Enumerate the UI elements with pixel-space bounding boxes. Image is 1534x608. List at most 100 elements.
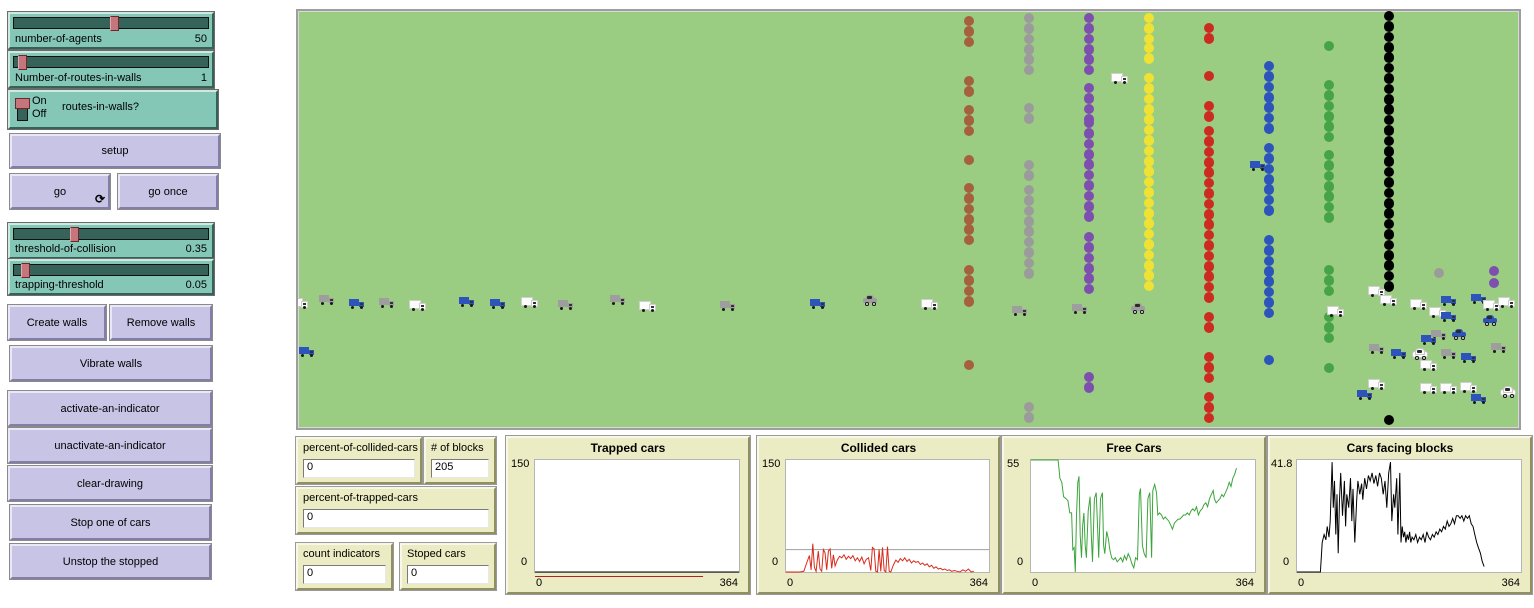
wall-dot [1083,201,1095,212]
slider-handle[interactable] [17,55,27,70]
wall-dot [1323,170,1335,182]
activate-an-indicator-button[interactable]: activate-an-indicator [8,391,212,426]
plot-title: Trapped cars [590,441,666,455]
wall-dot [1203,362,1215,373]
wall-dot [1083,149,1095,160]
slider-label: Number-of-routes-in-walls [15,72,142,84]
wall-dot [1203,229,1215,241]
wall-dot [1323,212,1335,223]
truck-agent [298,298,307,309]
wall-dot [1083,252,1095,264]
wall-dot [1323,181,1335,192]
remove-walls-button[interactable]: Remove walls [110,305,212,340]
wall-dot [1083,33,1095,45]
wall-dot [1143,72,1155,84]
truck-agent [1250,160,1265,171]
wall-dot [1143,145,1155,157]
slider-label: trapping-threshold [15,279,104,291]
slider-number-of-agents[interactable]: number-of-agents 50 [8,12,214,49]
switch-off-label: Off [32,108,47,120]
wall-dot [1083,273,1095,284]
truck-agent [1421,383,1436,394]
wall-dot [1083,117,1095,129]
go-button[interactable]: go ⟳ [10,174,110,209]
slider-track[interactable] [13,227,209,242]
wall-dot [1263,163,1275,175]
truck-agent [810,298,825,309]
switch-track[interactable] [15,98,30,121]
slider-handle[interactable] [110,16,120,31]
wall-dot [1383,260,1395,271]
plot-free-cars: Free Cars 55 0 0 364 [1002,436,1266,594]
unstop-the-stopped-button[interactable]: Unstop the stopped [10,544,211,579]
y-axis-min-label: 0 [772,556,779,568]
monitor-value: 205 [431,459,489,478]
wall-dot [1143,208,1155,219]
wall-dot [1203,111,1215,122]
slider-threshold-of-collision[interactable]: threshold-of-collision 0.35 [8,223,214,259]
wall-dot [963,214,975,225]
clear-drawing-label: clear-drawing [76,477,144,490]
clear-drawing-button[interactable]: clear-drawing [8,466,212,501]
wall-dot [1083,180,1095,191]
wall-dot [1143,280,1155,292]
slider-track[interactable] [13,55,209,70]
wall-dot [1383,135,1395,147]
wall-dot [1263,266,1275,277]
wall-dot [1023,12,1035,24]
wall-dot [1323,160,1335,171]
y-axis-min-label: 0 [521,556,528,568]
create-walls-button[interactable]: Create walls [8,305,106,340]
x-axis-min-label: 0 [1298,577,1305,589]
wall-dot [1323,275,1335,286]
monitor-value: 0 [303,565,386,584]
wall-dot [1203,311,1215,323]
go-once-button-label: go once [148,185,188,198]
monitor-label: Stoped cars [407,548,466,560]
switch-handle[interactable] [15,98,30,109]
setup-button[interactable]: setup [10,134,220,168]
wall-dot [1383,239,1395,251]
vibrate-walls-button[interactable]: Vibrate walls [10,346,212,381]
wall-dot [1383,281,1395,292]
car-agent [1413,349,1428,360]
truck-agent [319,294,334,305]
truck-agent [1491,342,1506,353]
wall-dot [1083,382,1095,393]
plot-area [1296,459,1522,573]
wall-dot [1083,103,1095,115]
truck-agent [1441,311,1456,322]
plot-title: Free Cars [1106,441,1162,455]
slider-trapping-threshold[interactable]: trapping-threshold 0.05 [8,259,214,295]
go-once-button[interactable]: go once [118,174,218,209]
wall-dot [1263,205,1275,216]
switch-routes-in-walls[interactable]: On Off routes-in-walls? [8,90,218,129]
switch-on-label: On [32,95,47,107]
wall-dot [1323,322,1335,333]
slider-number-of-routes-in-walls[interactable]: Number-of-routes-in-walls 1 [8,51,214,88]
stop-one-of-cars-button[interactable]: Stop one of cars [10,505,211,540]
slider-value: 1 [200,72,207,84]
slider-track[interactable] [13,16,209,31]
world-view[interactable] [296,9,1521,430]
wall-dot [1263,276,1275,287]
wall-dot [1143,12,1155,24]
wall-dot [1383,177,1395,188]
wall-dot [1203,198,1215,210]
plot-area [1030,459,1256,573]
wall-dot [1383,31,1395,43]
wall-dot [1263,354,1275,366]
wall-dot [1083,283,1095,295]
wall-dot [1143,270,1155,281]
slider-handle[interactable] [69,227,79,242]
wall-dot [1083,159,1095,170]
wall-dot [1083,190,1095,202]
wall-dot [1143,114,1155,125]
slider-handle[interactable] [21,263,31,278]
x-axis-min-label: 0 [536,577,543,589]
unactivate-an-indicator-button[interactable]: unactivate-an-indicator [8,428,212,463]
create-walls-label: Create walls [26,316,88,329]
slider-track[interactable] [13,263,209,278]
wall-dot [1143,33,1155,45]
truck-agent [1328,306,1343,317]
